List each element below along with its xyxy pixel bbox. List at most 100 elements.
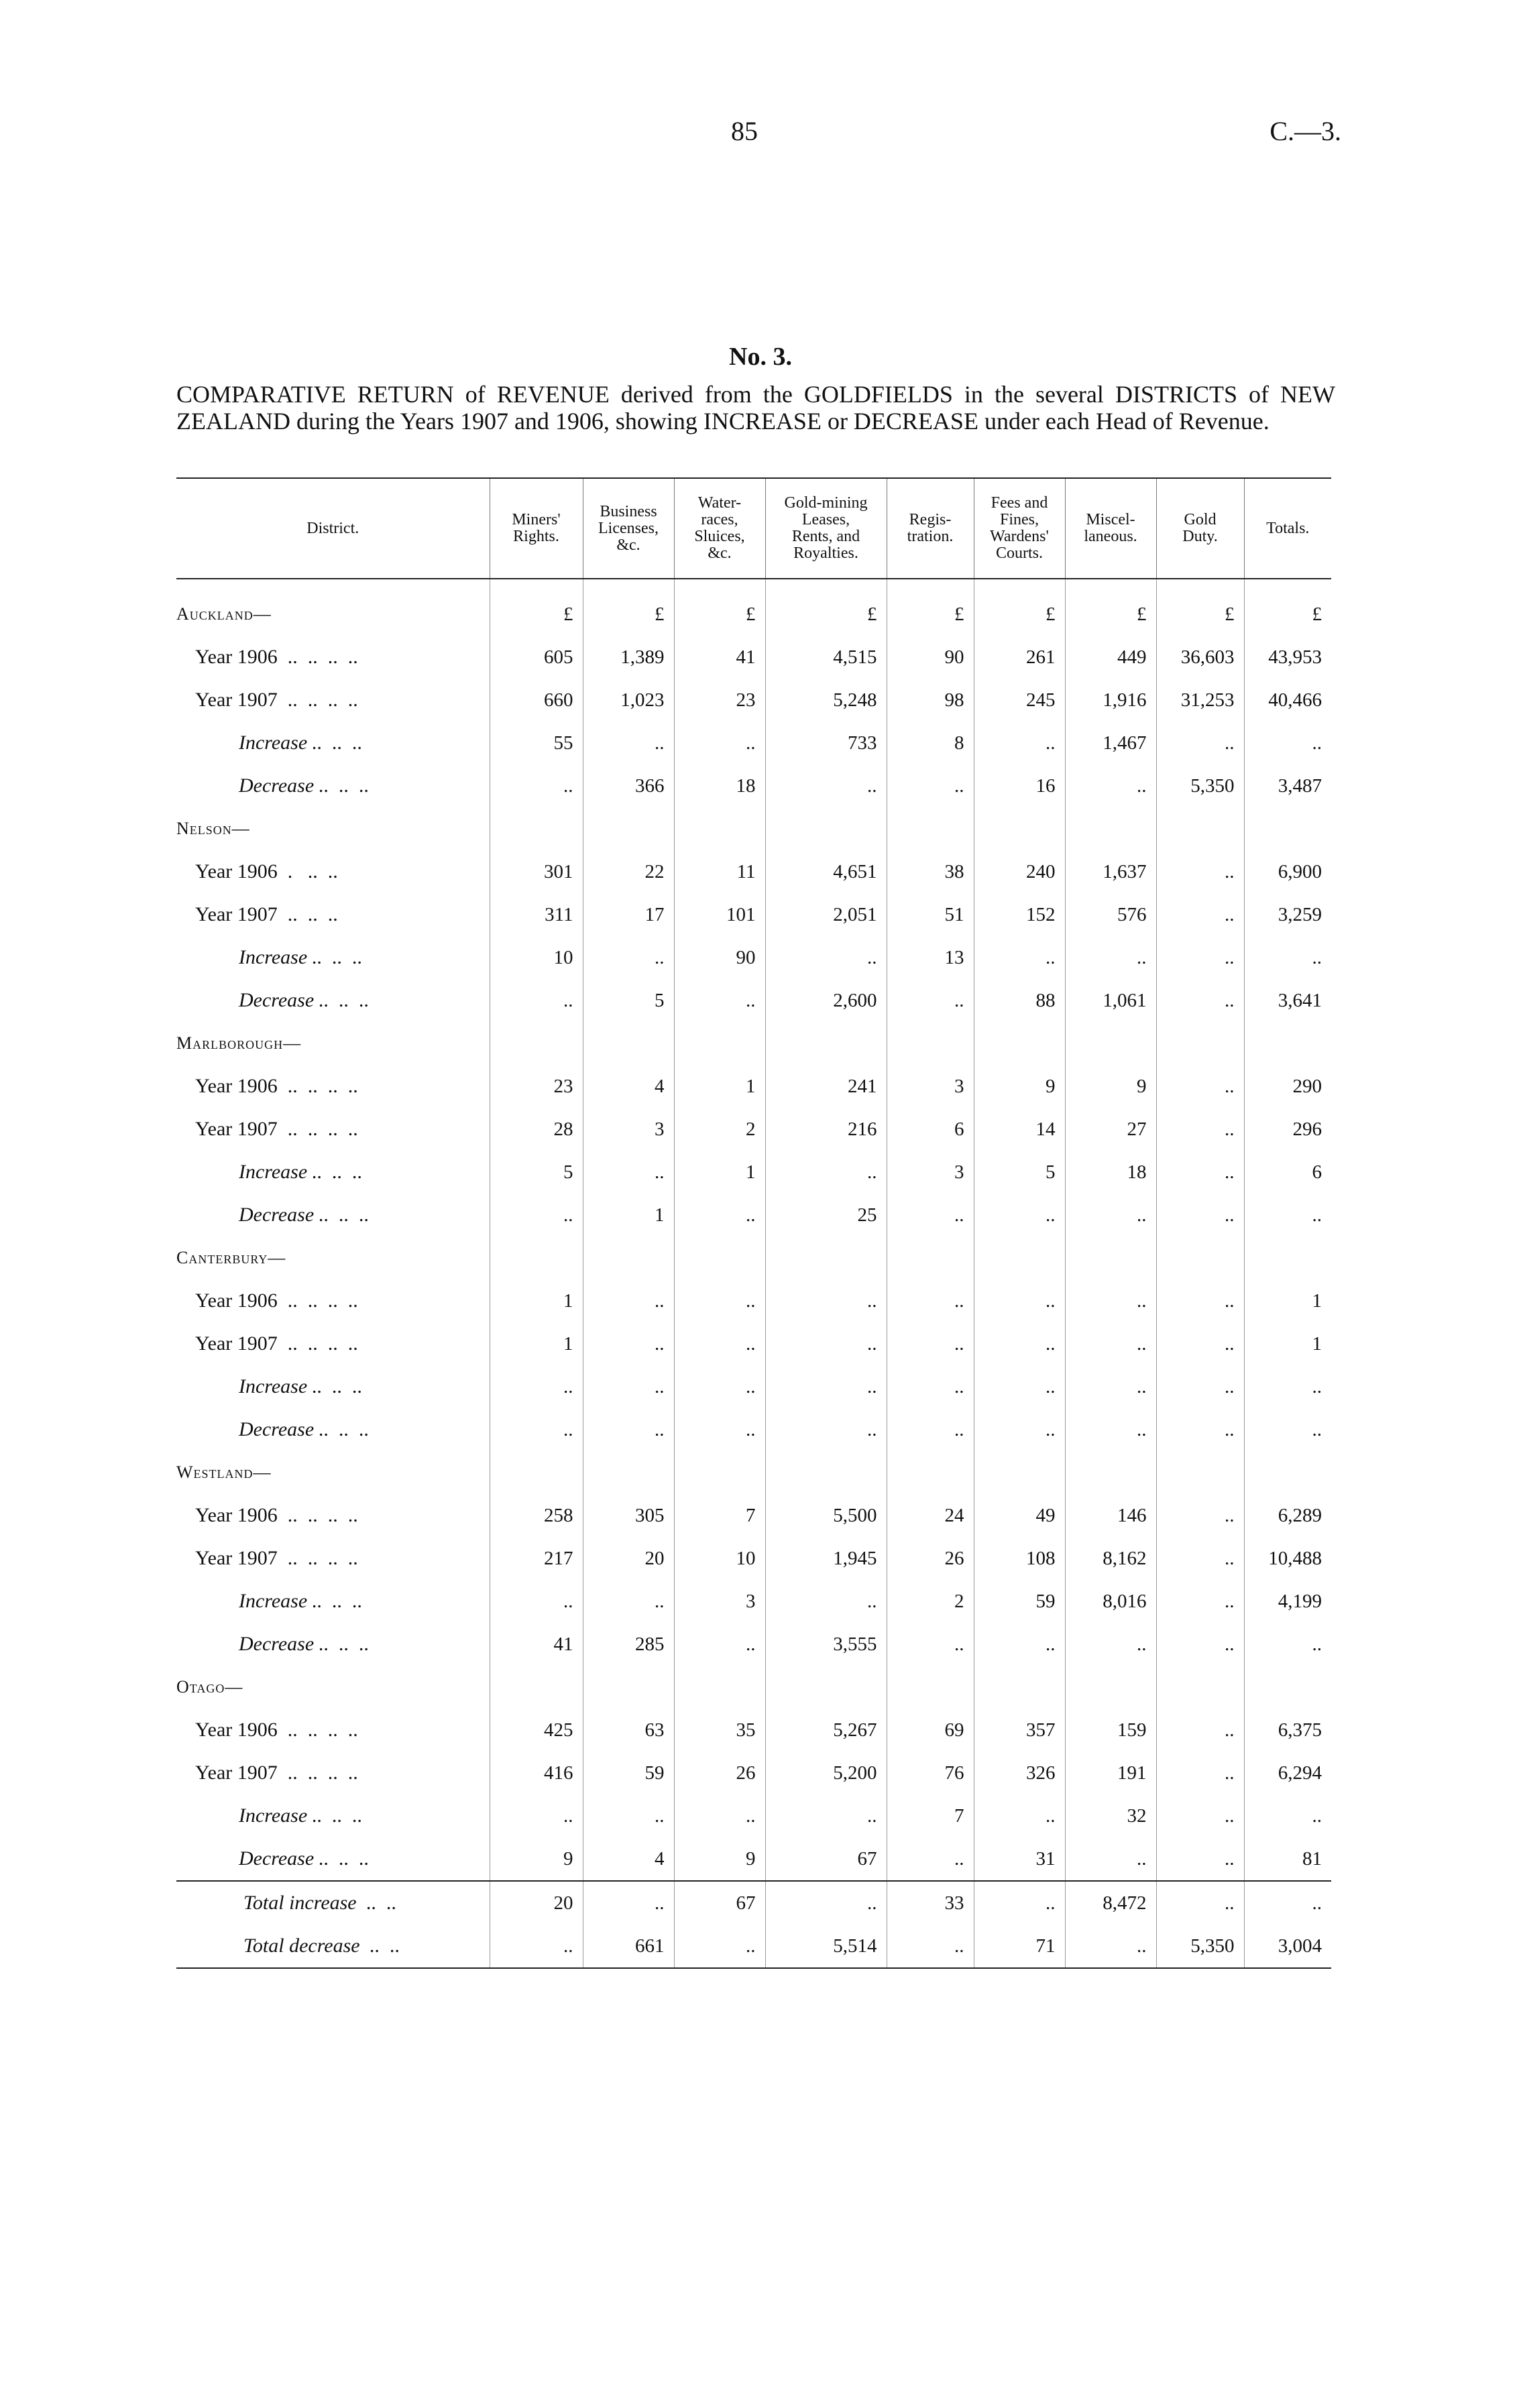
district-row: Canterbury— <box>176 1237 1331 1279</box>
empty-cell <box>582 1237 674 1279</box>
value-cell: 660 <box>489 679 583 722</box>
value-cell: .. <box>1064 764 1156 807</box>
value-cell: .. <box>886 979 974 1022</box>
value-cell: 31,253 <box>1156 679 1244 722</box>
value-cell: .. <box>765 1151 887 1194</box>
row-label: Year 1906 .. .. .. .. <box>195 646 358 668</box>
value-cell: .. <box>765 1279 887 1322</box>
row-label: Decrease .. .. .. <box>239 1847 370 1870</box>
empty-cell <box>1243 1666 1331 1709</box>
empty-cell <box>673 1666 765 1709</box>
value-cell: 35 <box>673 1709 765 1752</box>
value-cell: .. <box>973 1365 1065 1408</box>
value-cell: 69 <box>886 1709 974 1752</box>
value-cell: 41 <box>489 1623 583 1666</box>
value-cell: 90 <box>673 936 765 979</box>
value-cell: 36,603 <box>1156 636 1244 679</box>
value-cell: 290 <box>1243 1065 1331 1108</box>
data-row: Increase .. .. .. 10.. 90.. 13........ <box>176 936 1331 979</box>
value-cell: .. <box>1243 936 1331 979</box>
value-cell: .. <box>582 1322 674 1365</box>
value-cell: 14 <box>973 1108 1065 1151</box>
value-cell: 240 <box>973 850 1065 893</box>
value-cell: 4,199 <box>1243 1580 1331 1623</box>
value-cell: .. <box>1156 1151 1244 1194</box>
value-cell: 6,294 <box>1243 1752 1331 1794</box>
empty-cell <box>973 1022 1065 1065</box>
value-cell: 98 <box>886 679 974 722</box>
value-cell: 101 <box>673 893 765 936</box>
value-cell: 576 <box>1064 893 1156 936</box>
value-cell: .. <box>1243 1408 1331 1451</box>
value-cell: 2,051 <box>765 893 887 936</box>
district-name: Otago— <box>176 1677 243 1697</box>
district-row: Marlborough— <box>176 1022 1331 1065</box>
value-cell: .. <box>1156 936 1244 979</box>
district-name: Canterbury— <box>176 1248 286 1267</box>
value-cell: .. <box>673 1408 765 1451</box>
value-cell: 55 <box>489 722 583 764</box>
data-row: Decrease .. .. .... 5.. 2,600.. 88 1,061.. 3,… <box>176 979 1331 1022</box>
district-name: Nelson— <box>176 819 250 838</box>
value-cell: 449 <box>1064 636 1156 679</box>
value-cell: 18 <box>673 764 765 807</box>
value-cell: .. <box>1064 1279 1156 1322</box>
row-label: Total increase .. .. <box>176 1880 490 1925</box>
value-cell: .. <box>582 1279 674 1322</box>
value-cell: .. <box>1064 1365 1156 1408</box>
district-name: Auckland— <box>176 604 272 624</box>
value-cell: 49 <box>973 1494 1065 1537</box>
data-row: Year 1907 .. .. .. .. 660 1,023 23 5,248 98 24… <box>176 679 1331 722</box>
value-cell: .. <box>1243 1194 1331 1237</box>
empty-cell <box>489 1022 583 1065</box>
value-cell: .. <box>1156 1065 1244 1108</box>
data-row: Increase .. .. .......... 7.. 32.... <box>176 1794 1331 1837</box>
value-cell: .. <box>1156 1322 1244 1365</box>
value-cell: .. <box>1156 1494 1244 1537</box>
empty-cell <box>673 1451 765 1494</box>
value-cell: 285 <box>582 1623 674 1666</box>
value-cell: .. <box>1064 1194 1156 1237</box>
row-label: Year 1906 .. .. .. .. <box>195 1719 358 1741</box>
value-cell: 5 <box>582 979 674 1022</box>
value-cell: .. <box>1156 1194 1244 1237</box>
empty-cell <box>673 807 765 850</box>
value-cell: .. <box>973 1322 1065 1365</box>
value-cell: .. <box>973 1623 1065 1666</box>
value-cell: .. <box>582 936 674 979</box>
empty-cell <box>1064 1237 1156 1279</box>
empty-cell <box>1064 1666 1156 1709</box>
value-cell: 1 <box>489 1279 583 1322</box>
value-cell: 2 <box>886 1580 974 1623</box>
row-label: Increase .. .. .. <box>239 1161 363 1183</box>
value-cell: .. <box>1243 722 1331 764</box>
value-cell: 59 <box>973 1580 1065 1623</box>
value-cell: 26 <box>673 1752 765 1794</box>
empty-cell <box>765 1022 887 1065</box>
empty-cell <box>489 1237 583 1279</box>
value-cell: .. <box>489 1194 583 1237</box>
value-cell: .. <box>1064 936 1156 979</box>
value-cell: 23 <box>489 1065 583 1108</box>
value-cell: .. <box>489 1794 583 1837</box>
value-cell: .. <box>886 1925 974 1969</box>
table-description: COMPARATIVE RETURN of REVENUE derived fr… <box>176 381 1335 435</box>
value-cell: 326 <box>973 1752 1065 1794</box>
district-row: Westland— <box>176 1451 1331 1494</box>
column-header: Gold Duty. <box>1156 477 1244 579</box>
value-cell: .. <box>489 764 583 807</box>
value-cell: 38 <box>886 850 974 893</box>
value-cell: 43,953 <box>1243 636 1331 679</box>
value-cell: 2,600 <box>765 979 887 1022</box>
row-label: Year 1906 .. .. .. .. <box>195 1075 358 1097</box>
data-row: Year 1906 .. .. .. .. 605 1,389 41 4,515 90 26… <box>176 636 1331 679</box>
value-cell: 63 <box>582 1709 674 1752</box>
value-cell: 3,555 <box>765 1623 887 1666</box>
value-cell: 5,248 <box>765 679 887 722</box>
row-label: Year 1907 .. .. .. .. <box>195 1332 358 1355</box>
value-cell: 1,023 <box>582 679 674 722</box>
value-cell: 4 <box>582 1065 674 1108</box>
value-cell: 28 <box>489 1108 583 1151</box>
value-cell: 152 <box>973 893 1065 936</box>
value-cell: 23 <box>673 679 765 722</box>
